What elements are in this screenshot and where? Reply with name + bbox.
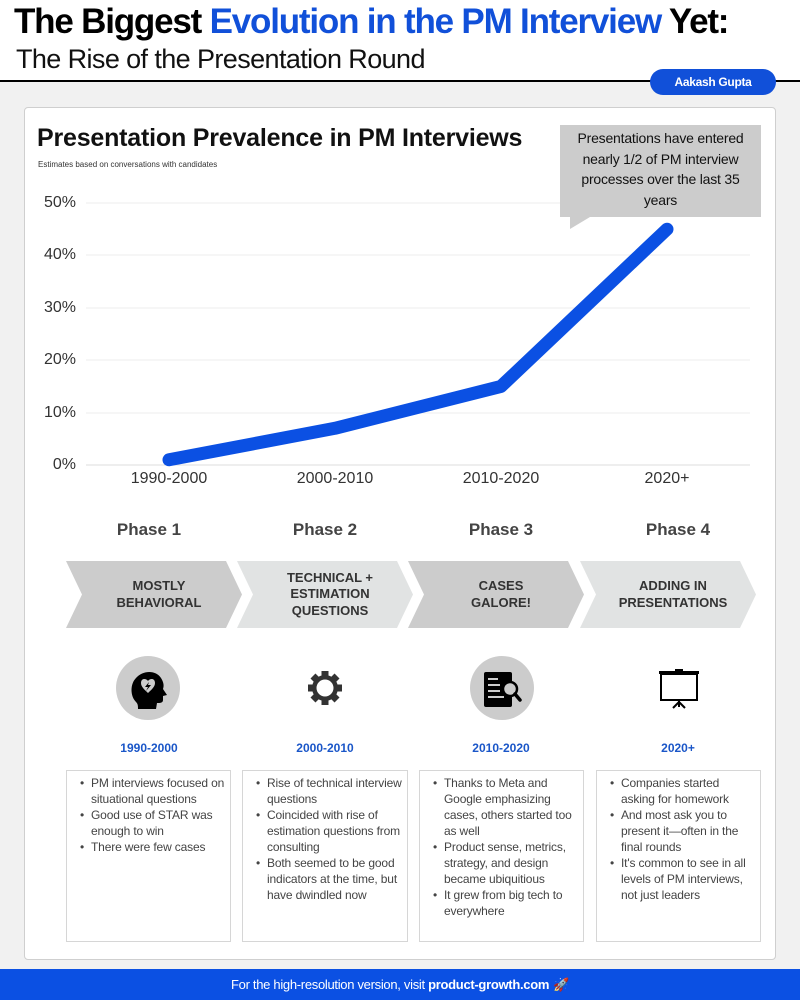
bullet-list: Thanks to Meta and Google emphasizing ca… — [420, 771, 583, 919]
callout-annotation: Presentations have entered nearly 1/2 of… — [560, 125, 761, 217]
phase-1-heading: Phase 1 — [116, 520, 182, 539]
bullet-item: It's common to see in all levels of PM i… — [610, 855, 756, 903]
x-tick-3: 2010-2020 — [462, 470, 540, 487]
title-accent: Evolution in the PM Interview — [209, 2, 663, 41]
footer-banner: For the high-resolution version, visit p… — [0, 969, 800, 1000]
bullet-item: Good use of STAR was enough to win — [80, 807, 226, 839]
period-label-2: 2000-2010 — [296, 741, 354, 755]
phase-4-heading: Phase 4 — [645, 520, 711, 539]
bullet-item: Rise of technical interview questions — [256, 775, 403, 807]
chevron-text: ADDING IN PRESENTATIONS — [618, 578, 728, 610]
bullet-item: Both seemed to be good indicators at the… — [256, 855, 403, 903]
bullet-item: And most ask you to present it—often in … — [610, 807, 756, 855]
title-part-2: Yet: — [660, 2, 730, 41]
chart-subtitle: Estimates based on conversations with ca… — [38, 160, 218, 169]
phase-3-description: Thanks to Meta and Google emphasizing ca… — [419, 770, 584, 942]
chevron-phase-2: TECHNICAL + ESTIMATION QUESTIONS — [237, 561, 413, 628]
bullet-list: Companies started asking for homework An… — [597, 771, 760, 903]
header-divider — [0, 80, 800, 82]
chevron-text: TECHNICAL + ESTIMATION QUESTIONS — [286, 569, 374, 618]
chevron-label: CASES GALORE! — [408, 561, 584, 628]
callout-tail — [570, 217, 590, 229]
line-chart — [86, 202, 750, 467]
phase-3-heading: Phase 3 — [468, 520, 534, 539]
x-tick-1: 1990-2000 — [130, 470, 208, 487]
gear-icon — [293, 656, 357, 720]
header: The Biggest Evolution in the PM Intervie… — [0, 0, 800, 82]
y-tick-40: 40% — [43, 246, 76, 263]
bullet-item: Thanks to Meta and Google emphasizing ca… — [433, 775, 579, 839]
chevron-phase-3: CASES GALORE! — [408, 561, 584, 628]
title-part-1: The Biggest — [14, 2, 210, 41]
y-tick-20: 20% — [43, 351, 76, 368]
bullet-item: Coincided with rise of estimation questi… — [256, 807, 403, 855]
phase-1-description: PM interviews focused on situational que… — [66, 770, 231, 942]
chevron-label: ADDING IN PRESENTATIONS — [580, 561, 756, 628]
bullet-item: It grew from big tech to everywhere — [433, 887, 579, 919]
bullet-item: Product sense, metrics, strategy, and de… — [433, 839, 579, 887]
period-label-3: 2010-2020 — [472, 741, 530, 755]
bullet-item: There were few cases — [80, 839, 226, 855]
chevron-label: TECHNICAL + ESTIMATION QUESTIONS — [237, 561, 413, 628]
period-label-4: 2020+ — [661, 741, 695, 755]
chart-title: Presentation Prevalence in PM Interviews — [37, 124, 523, 152]
chevron-shape — [580, 561, 756, 628]
footer-text: For the high-resolution version, visit — [231, 977, 429, 992]
series-line — [162, 222, 674, 467]
projector-screen-icon — [647, 656, 711, 720]
chevron-shape — [237, 561, 413, 628]
y-tick-30: 30% — [43, 299, 76, 316]
author-badge: Aakash Gupta — [650, 69, 776, 95]
rocket-icon: 🚀 — [553, 977, 569, 992]
bullet-list: PM interviews focused on situational que… — [67, 771, 230, 855]
period-label-1: 1990-2000 — [120, 741, 178, 755]
phase-2-heading: Phase 2 — [292, 520, 358, 539]
bullet-item: Companies started asking for homework — [610, 775, 756, 807]
chevron-phase-1: MOSTLY BEHAVIORAL — [66, 561, 242, 628]
y-tick-10: 10% — [43, 404, 76, 421]
document-search-icon — [470, 656, 534, 720]
bullet-list: Rise of technical interview questions Co… — [243, 771, 407, 903]
chevron-shape — [66, 561, 242, 628]
page-subtitle: The Rise of the Presentation Round — [16, 44, 425, 74]
chevron-label: MOSTLY BEHAVIORAL — [66, 561, 242, 628]
chevron-text: CASES GALORE! — [471, 578, 531, 610]
y-tick-0: 0% — [52, 456, 76, 473]
y-tick-50: 50% — [43, 194, 76, 211]
x-tick-4: 2020+ — [644, 470, 690, 487]
chevron-phase-4: ADDING IN PRESENTATIONS — [580, 561, 756, 628]
chevron-shape — [408, 561, 584, 628]
page-title: The Biggest Evolution in the PM Intervie… — [14, 2, 730, 42]
head-heart-icon — [116, 656, 180, 720]
footer-link[interactable]: product-growth.com — [428, 977, 550, 992]
phase-4-description: Companies started asking for homework An… — [596, 770, 761, 942]
x-tick-2: 2000-2010 — [296, 470, 374, 487]
chevron-text: MOSTLY BEHAVIORAL — [116, 578, 202, 610]
phase-2-description: Rise of technical interview questions Co… — [242, 770, 408, 942]
bullet-item: PM interviews focused on situational que… — [80, 775, 226, 807]
